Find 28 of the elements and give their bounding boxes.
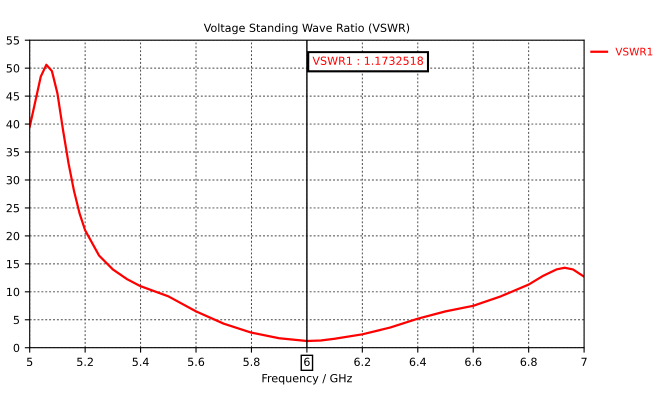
y-tick-label: 5: [14, 316, 20, 324]
y-tick-label: 55: [6, 36, 20, 45]
y-tick-label: 45: [6, 92, 20, 100]
x-tick-label: 6.6: [465, 358, 482, 366]
x-tick-label: 6.8: [520, 358, 537, 366]
y-tick-label: 25: [6, 204, 20, 212]
x-tick-label: 6.4: [410, 358, 426, 366]
x-tick-label: 5.4: [132, 358, 149, 366]
x-tick-label: 6: [304, 358, 310, 366]
x-tick-label: 5: [27, 358, 32, 366]
y-tick-label: 10: [7, 288, 20, 296]
annotation: VSWR1 : 1.1732518: [312, 56, 424, 65]
y-tick-label: 20: [6, 232, 20, 240]
x-tick-label: 5.2: [77, 358, 93, 366]
x-axis-title: Frequency / GHz: [262, 374, 352, 385]
y-tick-label: 30: [6, 176, 20, 184]
x-tick-label: 5.8: [243, 358, 260, 366]
y-tick-label: 40: [6, 120, 20, 128]
x-tick-label: 7: [581, 358, 587, 366]
legend-label: VSWR1: [615, 48, 652, 56]
line-series: [30, 64, 584, 342]
y-tick-label: 35: [6, 148, 20, 156]
x-tick-label: 5.6: [188, 358, 204, 366]
y-tick-label: 50: [6, 64, 20, 73]
x-tick-label: 6.2: [354, 358, 370, 366]
y-tick-label: 15: [7, 260, 20, 268]
chart-title: Voltage Standing Wave Ratio (VSWR): [204, 23, 410, 34]
y-tick-label: 0: [14, 344, 20, 352]
